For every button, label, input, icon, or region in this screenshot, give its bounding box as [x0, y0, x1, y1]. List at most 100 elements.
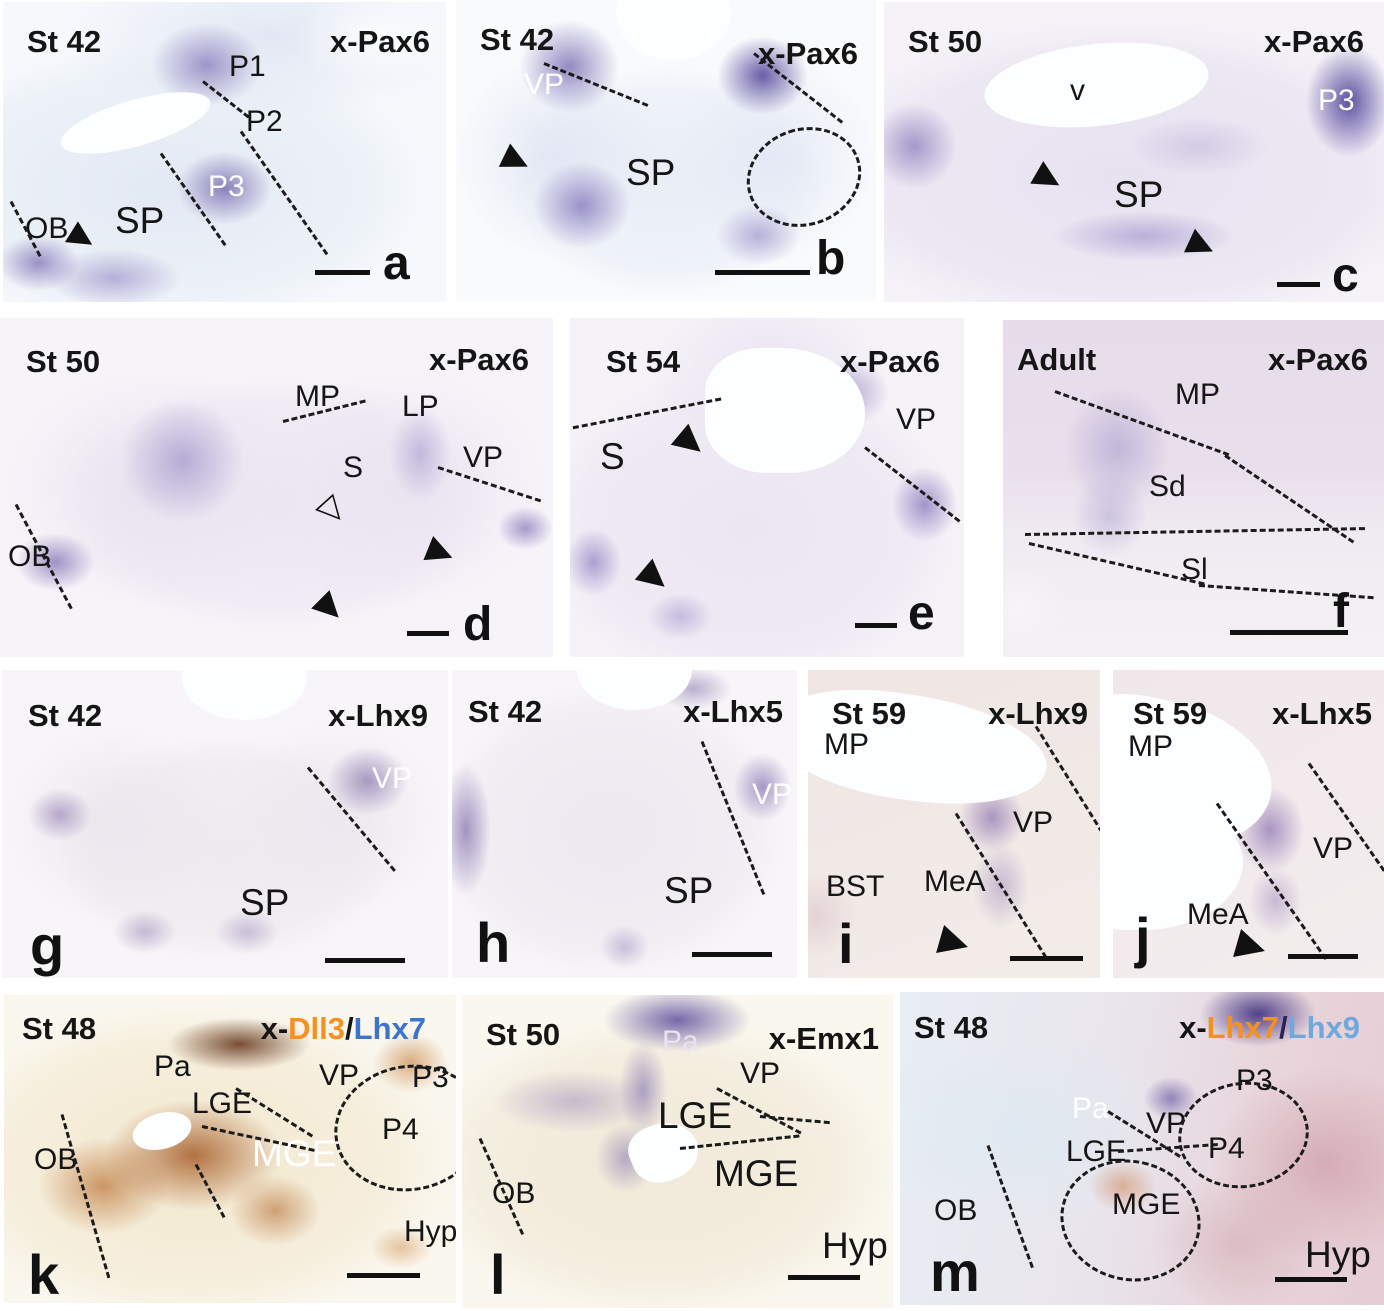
region-label-hyp: Hyp: [822, 1225, 888, 1266]
panel-m: St 48 x-Lhx7/Lhx9 Pa P3 VP LGE P4 MGE OB…: [900, 992, 1384, 1305]
probe-label: x-Lhx9: [988, 696, 1088, 731]
panel-j: St 59 x-Lhx5 MP VP MeA ▶ j: [1113, 670, 1384, 978]
stage-label: St 48: [914, 1010, 989, 1045]
panel-letter: d: [463, 598, 493, 651]
boundary-dashed-ellipse: [1171, 1073, 1316, 1197]
scale-bar: [788, 1275, 860, 1280]
scale-bar: [715, 270, 810, 275]
region-label-lge: LGE: [1066, 1135, 1127, 1168]
boundary-dashed-line: [986, 1144, 1034, 1269]
probe-part: Dll3: [288, 1011, 346, 1046]
boundary-dashed-line: [864, 446, 961, 523]
region-label-lge: LGE: [192, 1087, 253, 1120]
arrowhead-icon: ▶: [632, 551, 680, 601]
boundary-dashed-line: [194, 1163, 226, 1219]
panel-d: St 50 x-Pax6 MP LP S VP OB ▷ ▶ ▶ d: [0, 318, 553, 657]
probe-label: x-Pax6: [429, 342, 529, 377]
region-label-bst: BST: [826, 870, 885, 903]
region-label-mge: MGE: [714, 1153, 799, 1194]
probe-label: x-Lhx9: [328, 698, 428, 733]
probe-label: x-Pax6: [1264, 24, 1364, 59]
region-label-s: S: [600, 436, 625, 477]
ventricle-shape: [128, 1105, 196, 1157]
region-label-vp: VP: [372, 762, 413, 795]
ventricle-shape: [577, 670, 692, 710]
probe-part: Lhx9: [1287, 1010, 1360, 1045]
stage-label: St 59: [1133, 696, 1208, 731]
panel-letter: g: [30, 914, 65, 977]
region-label-pa: Pa: [662, 1025, 699, 1058]
region-label-mp: MP: [1175, 378, 1220, 411]
scale-bar: [407, 631, 449, 636]
region-label-p4: P4: [1208, 1132, 1245, 1165]
panel-b: St 42 x-Pax6 VP SP ▶ b: [456, 0, 876, 302]
region-label-mp: MP: [295, 380, 340, 413]
scale-bar: [1288, 954, 1358, 959]
panel-a: St 42 x-Pax6 P1 P2 P3 SP OB ▶ a: [3, 2, 446, 302]
region-label-mge: MGE: [1112, 1188, 1181, 1221]
ventricle-shape: [705, 348, 865, 473]
probe-part: x-: [1179, 1010, 1207, 1045]
probe-label: x-Lhx5: [683, 694, 783, 729]
arrowhead-icon: ▶: [63, 214, 104, 258]
arrowhead-icon: ▶: [1182, 221, 1222, 267]
probe-label: x-Pax6: [840, 344, 940, 379]
region-label-ob: OB: [8, 540, 52, 573]
region-label-vp: VP: [740, 1057, 781, 1090]
region-label-vp: VP: [752, 778, 793, 811]
panel-letter: e: [908, 587, 935, 640]
region-label-p3: P3: [208, 170, 245, 203]
boundary-dashed-ellipse: [733, 112, 875, 242]
probe-part: /: [1279, 1010, 1288, 1045]
panel-letter: b: [816, 232, 846, 285]
boundary-dashed-line: [1028, 542, 1205, 586]
open-arrowhead-icon: ▷: [312, 487, 356, 531]
region-label-pa: Pa: [154, 1050, 191, 1083]
probe-label: x-Lhx5: [1272, 696, 1372, 731]
probe-part: /: [345, 1011, 354, 1046]
scale-bar: [692, 952, 772, 957]
stage-label: St 42: [27, 24, 102, 59]
panel-g: St 42 x-Lhx9 VP SP g: [2, 670, 448, 978]
panel-letter: a: [383, 237, 410, 290]
region-label-ob: OB: [492, 1177, 536, 1210]
panel-c: St 50 x-Pax6 v P3 SP ▶ ▶ c: [884, 2, 1384, 302]
region-label-pa: Pa: [1072, 1092, 1109, 1125]
region-label-vp: VP: [319, 1059, 360, 1092]
probe-label: x-Emx1: [768, 1021, 879, 1056]
panel-i: St 59 x-Lhx9 MP VP BST MeA ▶ i: [808, 670, 1100, 978]
panel-k: St 48 x-Dll3/Lhx7 Pa LGE VP P3 P4 MGE OB…: [4, 995, 456, 1303]
region-label-sp: SP: [626, 152, 676, 193]
scale-bar: [325, 958, 405, 963]
region-label-p1: P1: [229, 50, 266, 83]
scale-bar: [1010, 956, 1083, 961]
scale-bar: [855, 623, 897, 628]
region-label-sp: SP: [240, 882, 290, 923]
region-label-p3: P3: [1236, 1064, 1273, 1097]
boundary-dashed-line: [759, 1115, 830, 1125]
ventricle-shape: [54, 79, 217, 167]
probe-label: x-Pax6: [758, 36, 858, 71]
region-label-p3: P3: [412, 1061, 449, 1094]
panel-letter: i: [838, 912, 854, 975]
panel-letter: h: [476, 911, 511, 974]
region-label-ob: OB: [934, 1194, 978, 1227]
region-label-ob: OB: [34, 1143, 78, 1176]
stage-label: Adult: [1017, 342, 1097, 377]
panel-l: St 50 x-Emx1 Pa VP LGE MGE OB Hyp l: [462, 995, 893, 1308]
region-label-mge: MGE: [252, 1133, 337, 1174]
region-label-mp: MP: [824, 728, 869, 761]
region-label-v: v: [1070, 74, 1085, 107]
probe-label: x-Pax6: [330, 24, 430, 59]
probe-label: x-Lhx7/Lhx9: [1179, 1010, 1360, 1046]
scale-bar: [1275, 1277, 1347, 1282]
scale-bar: [315, 270, 370, 275]
region-label-vp: VP: [1146, 1107, 1187, 1140]
arrowhead-icon: ▶: [421, 528, 461, 574]
panel-letter: m: [930, 1240, 980, 1303]
panel-e: St 54 x-Pax6 S VP ▶ ▶ e: [570, 318, 964, 657]
stage-label: St 54: [606, 344, 681, 379]
arrowhead-icon: ▶: [934, 916, 975, 966]
stage-label: St 42: [28, 698, 103, 733]
